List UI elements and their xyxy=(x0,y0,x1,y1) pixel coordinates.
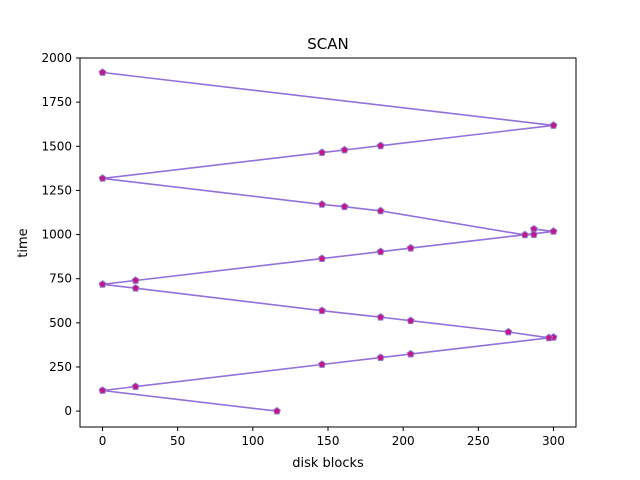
data-point-marker xyxy=(318,148,326,156)
y-tick-label: 250 xyxy=(49,360,72,374)
y-axis-label: time xyxy=(16,228,31,257)
data-point-marker xyxy=(131,276,140,284)
data-point-marker xyxy=(131,382,140,390)
data-point-marker xyxy=(406,316,415,325)
y-tick-label: 750 xyxy=(49,272,72,286)
y-tick-label: 0 xyxy=(64,404,72,418)
data-point-marker xyxy=(340,202,349,211)
y-tick-label: 1500 xyxy=(41,139,72,153)
data-point-marker xyxy=(98,280,107,288)
x-axis-label: disk blocks xyxy=(292,456,364,471)
data-point-marker xyxy=(98,174,107,182)
y-tick-label: 2000 xyxy=(41,51,72,65)
x-tick-label: 300 xyxy=(542,434,565,448)
data-point-marker xyxy=(549,121,558,129)
data-point-marker xyxy=(318,200,326,208)
data-point-marker xyxy=(376,312,385,321)
data-point-marker xyxy=(376,141,385,150)
y-tick-label: 500 xyxy=(49,316,72,330)
data-point-marker xyxy=(131,283,140,292)
y-tick-label: 1000 xyxy=(41,228,72,242)
x-tick-label: 150 xyxy=(317,434,340,448)
data-point-marker xyxy=(376,247,385,256)
data-point-marker xyxy=(549,227,558,235)
y-tick-label: 1250 xyxy=(41,183,72,197)
data-point-marker xyxy=(318,254,326,262)
y-axis: 0 250 500 750 1000 1250 1500 1750 2000 xyxy=(41,51,80,418)
data-point-marker xyxy=(98,68,107,76)
x-tick-label: 200 xyxy=(392,434,415,448)
x-axis: 0 50 100 150 200 250 300 xyxy=(99,427,565,448)
data-point-marker xyxy=(318,306,326,315)
data-point-marker xyxy=(376,353,385,361)
data-point-marker xyxy=(504,327,513,336)
data-point-marker xyxy=(318,360,326,368)
x-tick-label: 50 xyxy=(170,434,185,448)
plot-area xyxy=(98,68,558,415)
data-point-marker xyxy=(520,230,529,239)
data-point-marker xyxy=(340,145,349,154)
data-point-marker xyxy=(376,206,385,215)
data-point-marker xyxy=(272,406,281,415)
x-tick-label: 0 xyxy=(99,434,107,448)
data-point-marker xyxy=(98,386,107,394)
x-tick-label: 100 xyxy=(241,434,264,448)
data-point-marker xyxy=(544,333,553,342)
chart-title: SCAN xyxy=(307,35,348,53)
x-tick-label: 250 xyxy=(467,434,490,448)
data-point-marker xyxy=(529,230,538,238)
data-point-marker xyxy=(406,349,415,358)
y-tick-label: 1750 xyxy=(41,95,72,109)
data-point-marker xyxy=(406,243,415,252)
